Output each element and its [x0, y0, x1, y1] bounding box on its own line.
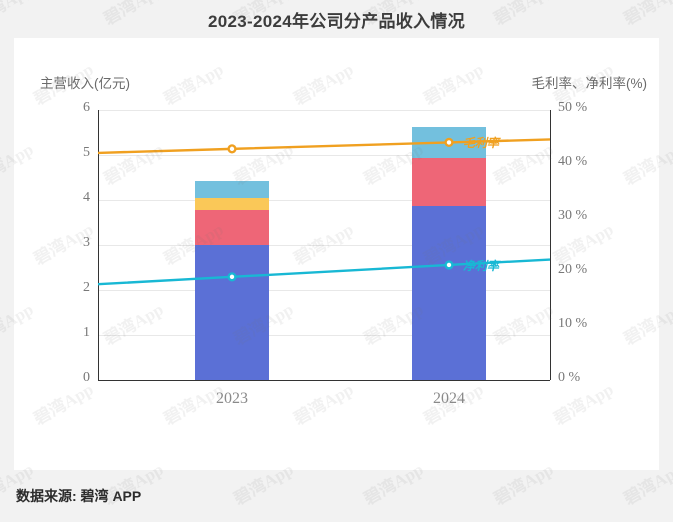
gridline: [98, 335, 550, 336]
line-marker[interactable]: [444, 260, 454, 270]
line-series-label: 毛利率: [463, 136, 500, 151]
gridline: [98, 155, 550, 156]
line-marker[interactable]: [444, 137, 454, 148]
chart-title-bar: 2023-2024年公司分产品收入情况: [0, 0, 673, 38]
y-axis-left-tick: 0: [83, 370, 90, 385]
line-path[interactable]: [97, 258, 551, 286]
y-axis-right-tick: 50 %: [558, 100, 588, 115]
y-axis-right-label: 毛利率、净利率(%): [531, 76, 648, 91]
bar-segment[interactable]: [195, 245, 269, 380]
page-title: 2023-2024年公司分产品收入情况: [208, 11, 465, 31]
y-axis-left-tick: 2: [83, 280, 90, 295]
y-axis-left-line: [98, 110, 99, 380]
bar-segment[interactable]: [412, 205, 486, 380]
y-axis-left-tick: 5: [83, 145, 90, 160]
y-axis-left-label: 主营收入(亿元): [40, 76, 130, 91]
line-marker[interactable]: [227, 144, 237, 154]
y-axis-right-tick: 40 %: [558, 154, 588, 169]
bar-segment[interactable]: [195, 209, 269, 245]
x-axis-category-label: 2023: [216, 390, 248, 407]
bar-segment[interactable]: [195, 197, 269, 210]
y-axis-right-tick: 20 %: [558, 262, 588, 277]
line-series-label: 净利率: [463, 258, 500, 273]
gridline: [98, 245, 550, 246]
line-marker[interactable]: [227, 272, 237, 282]
gridline: [98, 290, 550, 291]
y-axis-left-tick: 1: [83, 325, 90, 340]
gridline: [98, 110, 550, 111]
line-path[interactable]: [97, 138, 551, 155]
y-axis-right-tick: 10 %: [558, 316, 588, 331]
y-axis-right-line: [550, 110, 551, 380]
bar-segment[interactable]: [195, 181, 269, 198]
y-axis-right-tick: 0 %: [558, 370, 581, 385]
footer-bar: 数据来源: 碧湾 APP: [0, 470, 673, 522]
gridline: [98, 380, 550, 381]
y-axis-left-tick: 4: [83, 190, 90, 205]
y-axis-right-tick: 30 %: [558, 208, 588, 223]
y-axis-left-tick: 3: [83, 235, 90, 250]
x-axis-category-label: 2024: [433, 390, 465, 407]
y-axis-left-tick: 6: [83, 100, 90, 115]
gridline: [98, 200, 550, 201]
data-source-label: 数据来源: 碧湾 APP: [16, 488, 142, 504]
bar-segment[interactable]: [412, 158, 486, 206]
